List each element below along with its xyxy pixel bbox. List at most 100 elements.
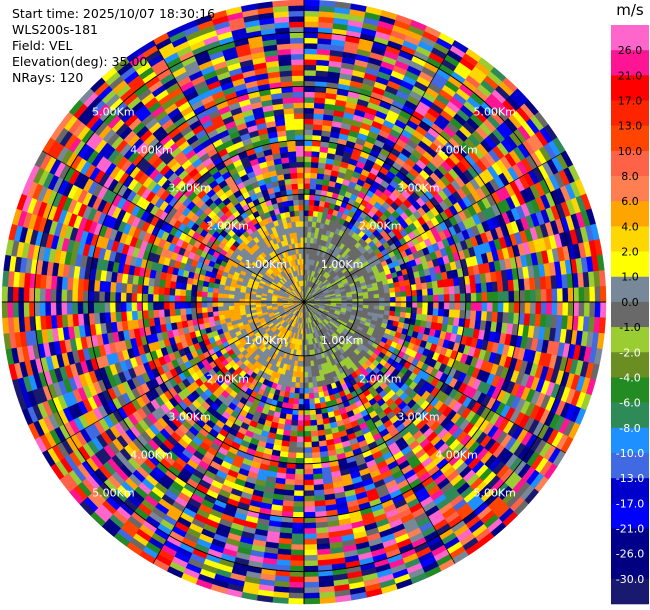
range-gate (290, 549, 305, 556)
range-gate (599, 285, 607, 303)
range-gate (300, 361, 305, 367)
range-gate (201, 311, 209, 319)
range-gate (303, 527, 317, 535)
range-gate (293, 495, 305, 502)
range-gate (303, 597, 321, 605)
range-gate (303, 10, 320, 17)
range-gate (303, 474, 314, 481)
range-gate (313, 118, 324, 126)
range-gate (389, 292, 396, 298)
range-gate (295, 447, 305, 454)
range-gate (217, 306, 224, 312)
range-gate (303, 393, 310, 400)
range-gate (476, 301, 483, 312)
range-gate (190, 307, 197, 315)
range-gate (551, 301, 558, 316)
range-gate (378, 289, 385, 295)
range-gate (303, 490, 315, 497)
range-gate (437, 308, 445, 317)
range-gate (308, 382, 314, 389)
range-gate (303, 522, 317, 529)
range-gate (373, 293, 380, 299)
range-gate (599, 301, 607, 319)
range-gate (443, 309, 450, 318)
range-gate (513, 290, 520, 303)
range-gate (420, 282, 428, 290)
range-gate (497, 291, 504, 303)
range-gate (400, 301, 407, 308)
range-gate (303, 549, 318, 556)
range-gate (309, 409, 317, 416)
range-gate (311, 145, 321, 153)
range-gate (303, 538, 317, 545)
range-gate (201, 306, 208, 313)
range-gate (363, 301, 369, 306)
range-gate (421, 288, 429, 297)
range-gate (303, 91, 316, 98)
range-gate (449, 301, 456, 311)
range-gate (352, 296, 359, 300)
range-gate (179, 307, 187, 316)
range-gate (303, 366, 308, 373)
range-gate (298, 404, 305, 411)
range-gate (449, 293, 456, 303)
range-gate (291, 533, 305, 540)
range-gate (283, 424, 292, 431)
range-gate (303, 560, 319, 567)
range-gate (298, 393, 305, 400)
range-gate (131, 310, 138, 321)
range-gate (313, 102, 326, 110)
range-gate (481, 292, 488, 303)
range-gate (378, 293, 385, 299)
range-gate (411, 301, 418, 309)
range-gate (496, 280, 504, 293)
range-gate (421, 307, 429, 316)
range-gate (303, 220, 309, 227)
range-gate (196, 307, 203, 314)
range-gate (303, 452, 313, 459)
range-gate (384, 301, 391, 307)
range-gate (303, 436, 312, 443)
range-gate (303, 118, 314, 125)
range-gate (285, 473, 296, 480)
range-gate (303, 371, 309, 378)
range-gate (314, 91, 327, 99)
range-gate (524, 289, 531, 303)
range-gate (303, 237, 308, 243)
range-gate (207, 311, 214, 318)
range-gate (481, 301, 488, 312)
range-gate (303, 53, 318, 60)
range-gate (315, 183, 323, 191)
range-gate (312, 129, 323, 136)
range-gate (546, 288, 553, 303)
range-gate (158, 309, 165, 318)
range-gate (314, 505, 327, 513)
range-gate (416, 307, 423, 315)
range-gate (310, 167, 319, 174)
range-gate (174, 308, 181, 316)
range-gate (310, 425, 318, 432)
range-gate (309, 403, 316, 410)
range-gate (551, 288, 558, 303)
range-gate (395, 296, 402, 303)
range-gate (297, 409, 305, 416)
range-gate (309, 188, 317, 195)
range-gate (104, 311, 112, 324)
range-gate (589, 301, 596, 318)
range-gate (310, 161, 319, 169)
range-gate (147, 309, 155, 319)
range-gate (519, 301, 526, 314)
range-gate (303, 506, 316, 513)
range-gate (459, 293, 466, 303)
range-gate (513, 301, 520, 314)
range-gate (303, 0, 321, 7)
range-gate (432, 287, 439, 296)
range-gate (303, 576, 319, 583)
range-gate (291, 409, 299, 416)
range-gate (180, 314, 188, 322)
range-gate (303, 387, 310, 394)
range-gate (416, 301, 423, 309)
range-gate (486, 291, 493, 303)
range-gate (583, 286, 591, 303)
range-gate (296, 436, 305, 443)
